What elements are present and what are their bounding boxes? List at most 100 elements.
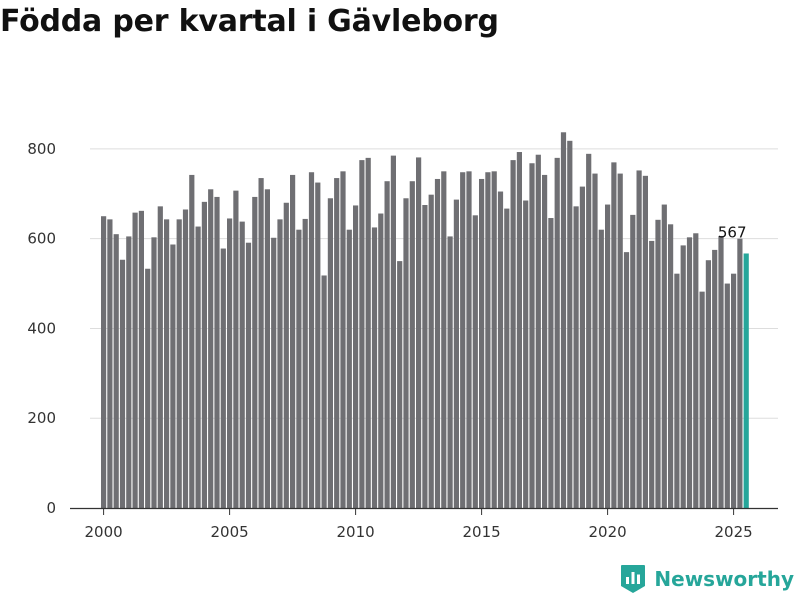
bar xyxy=(176,219,182,509)
bar xyxy=(201,201,207,509)
axis-layer xyxy=(70,507,778,515)
bar xyxy=(264,189,270,509)
bars-layer xyxy=(101,132,749,509)
x-tick-label: 2000 xyxy=(85,523,123,541)
bar xyxy=(497,191,504,508)
bar xyxy=(296,229,302,508)
bar xyxy=(239,221,245,509)
bar xyxy=(542,174,548,509)
bar xyxy=(365,157,371,508)
bar xyxy=(390,155,396,508)
bar xyxy=(460,172,466,509)
bar xyxy=(403,198,409,508)
bar xyxy=(422,205,428,508)
bar xyxy=(447,236,453,509)
y-tick-label: 400 xyxy=(27,319,56,337)
bar xyxy=(479,178,485,508)
bar xyxy=(214,196,220,509)
bar xyxy=(208,189,214,509)
bar xyxy=(592,173,598,508)
bar xyxy=(189,174,195,509)
y-tick-label: 600 xyxy=(27,230,56,248)
bar xyxy=(466,171,472,508)
bar xyxy=(353,205,359,508)
bar xyxy=(668,224,674,509)
bar xyxy=(649,240,655,508)
bar xyxy=(548,218,554,508)
bar xyxy=(409,181,415,508)
bar xyxy=(655,219,661,508)
bar xyxy=(504,208,510,508)
brand: Newsworthy xyxy=(620,564,794,594)
bar xyxy=(233,190,239,508)
bar xyxy=(126,236,132,509)
labels-layer: 0 200 400 600 800 2000 2005 2010 2015 2020 2025 567 xyxy=(27,140,752,541)
bar xyxy=(693,233,699,508)
bar xyxy=(485,172,491,509)
bar xyxy=(308,172,315,509)
bar xyxy=(277,219,283,509)
bar xyxy=(101,216,107,508)
bar xyxy=(674,273,680,508)
bar xyxy=(346,229,352,508)
bar-highlight xyxy=(743,253,749,508)
bar xyxy=(535,154,541,508)
x-tick-label: 2015 xyxy=(463,523,501,541)
bar xyxy=(283,202,289,508)
bar xyxy=(516,152,522,508)
bar xyxy=(302,218,308,509)
bar xyxy=(718,235,724,508)
bar xyxy=(598,229,604,508)
bar xyxy=(340,171,346,508)
bar xyxy=(290,174,296,509)
bar xyxy=(258,178,264,508)
bar xyxy=(705,260,711,508)
bar xyxy=(699,291,705,508)
bar xyxy=(151,237,157,508)
bar xyxy=(529,163,535,508)
newsworthy-logo-icon xyxy=(621,565,646,593)
bar xyxy=(252,196,258,509)
bar xyxy=(472,215,478,508)
bar xyxy=(523,200,529,508)
bar xyxy=(113,234,119,508)
bar xyxy=(680,245,686,508)
bar xyxy=(271,237,277,508)
y-tick-label: 0 xyxy=(46,499,56,517)
bar xyxy=(182,209,189,509)
x-tick-label: 2010 xyxy=(337,523,375,541)
y-tick-label: 800 xyxy=(27,140,56,158)
bar xyxy=(586,153,592,508)
bar xyxy=(195,226,201,509)
bar xyxy=(315,182,321,508)
bar xyxy=(560,132,567,508)
x-tick-label: 2020 xyxy=(589,523,627,541)
bar xyxy=(573,206,579,508)
bar xyxy=(145,268,151,508)
bar xyxy=(164,219,170,509)
bar xyxy=(686,237,693,508)
x-tick-label: 2025 xyxy=(715,523,753,541)
bar xyxy=(630,214,636,508)
bar xyxy=(441,171,447,508)
bar xyxy=(554,157,560,508)
bar xyxy=(611,162,617,509)
bar xyxy=(737,238,743,509)
bar xyxy=(397,261,403,508)
bar xyxy=(491,171,497,508)
bar xyxy=(724,283,730,508)
bar xyxy=(132,212,138,508)
bar xyxy=(416,157,422,509)
bar xyxy=(119,259,126,508)
bar xyxy=(378,213,384,508)
bar xyxy=(661,204,667,509)
bar xyxy=(138,210,144,508)
y-tick-label: 200 xyxy=(27,409,56,427)
bar xyxy=(567,140,573,508)
bar xyxy=(434,178,441,508)
bar xyxy=(579,186,585,508)
bar xyxy=(321,275,327,508)
bar xyxy=(428,194,434,508)
bar xyxy=(617,173,623,508)
